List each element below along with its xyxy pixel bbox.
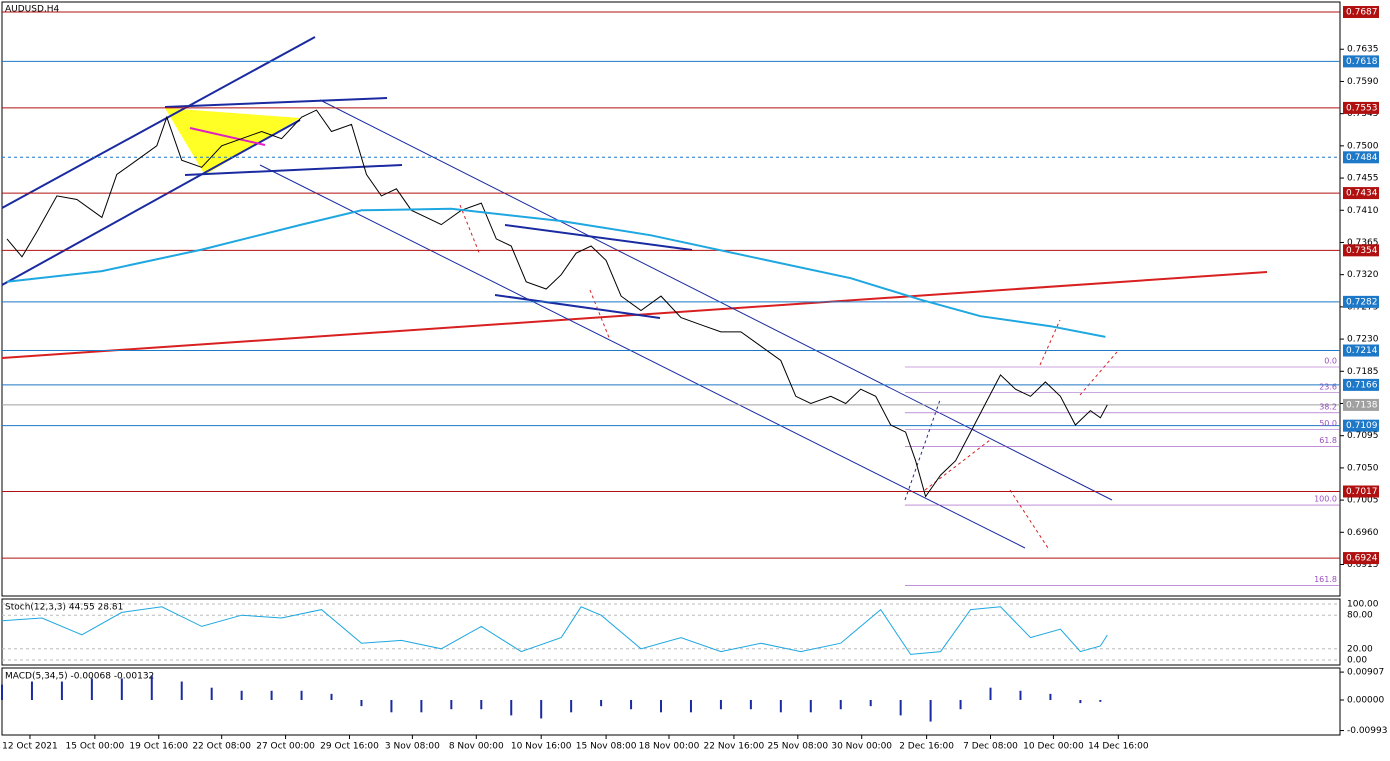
level-label: 0.7354 [1346, 246, 1378, 256]
level-box [1343, 151, 1379, 164]
main-panel [1, 1, 1341, 597]
level-label: 0.7017 [1346, 487, 1378, 497]
fib-label: 161.8 [1314, 575, 1337, 584]
y-tick-label: 0.7095 [1347, 431, 1379, 441]
level-box [1343, 55, 1379, 68]
y-tick-label: 0.7455 [1347, 174, 1379, 184]
stoch-tick-label: 80.00 [1347, 611, 1373, 621]
y-tick-label: 0.7590 [1347, 77, 1379, 87]
level-box [1343, 295, 1379, 308]
x-tick-label: 18 Nov 00:00 [639, 742, 700, 752]
level-label: 0.7434 [1346, 189, 1378, 199]
y-tick-label: 0.7320 [1347, 270, 1379, 280]
drawings [1, 36, 1268, 549]
x-tick-label: 12 Oct 2021 [2, 742, 58, 752]
x-tick-label: 3 Nov 08:00 [385, 742, 440, 752]
x-tick-label: 22 Oct 08:00 [192, 742, 251, 752]
fib-label: 61.8 [1319, 436, 1337, 445]
stoch-tick-label: 0.00 [1347, 656, 1367, 666]
stoch-tick-label: 20.00 [1347, 644, 1373, 654]
x-tick-label: 30 Nov 00:00 [831, 742, 892, 752]
series-line [6, 109, 1108, 498]
y-tick-label: 0.7230 [1347, 335, 1379, 345]
level-box [1343, 6, 1379, 19]
macd-tick-label: 0.00907 [1347, 668, 1384, 678]
x-tick-label: 15 Nov 08:00 [576, 742, 637, 752]
x-tick-label: 15 Oct 00:00 [66, 742, 125, 752]
x-tick-label: 29 Oct 16:00 [320, 742, 379, 752]
level-label: 0.7687 [1346, 8, 1378, 18]
x-tick-label: 14 Dec 16:00 [1088, 742, 1149, 752]
level-label: 0.7166 [1346, 380, 1378, 390]
level-box [1343, 244, 1379, 257]
y-tick-label: 0.6960 [1347, 528, 1379, 538]
x-tick-label: 2 Dec 16:00 [899, 742, 954, 752]
level-label: 0.7484 [1346, 153, 1378, 163]
y-tick-label: 0.7050 [1347, 463, 1379, 473]
macd-tick-label: -0.00993 [1347, 726, 1387, 736]
level-label: 0.6924 [1346, 554, 1378, 564]
fib-label: 50.0 [1319, 419, 1337, 428]
y-tick-label: 0.7005 [1347, 496, 1379, 506]
stoch-panel [1, 598, 1341, 666]
y-tick-label: 0.7185 [1347, 367, 1379, 377]
macd-label: MACD(5,34,5) -0.00068 -0.00132 [5, 672, 154, 682]
level-label: 0.7138 [1346, 400, 1378, 410]
fib-label: 100.0 [1314, 495, 1337, 504]
fib-label: 38.2 [1319, 402, 1337, 411]
level-box [1343, 187, 1379, 200]
stoch-tick-label: 100.00 [1347, 600, 1379, 610]
y-tick-label: 0.7365 [1347, 238, 1379, 248]
y-tick-label: 0.6915 [1347, 560, 1379, 570]
x-tick-label: 7 Dec 08:00 [963, 742, 1018, 752]
macd-tick-label: 0.00000 [1347, 696, 1384, 706]
macd-panel [1, 667, 1341, 736]
level-label: 0.7109 [1346, 421, 1378, 431]
level-box [1343, 419, 1379, 432]
level-label: 0.7214 [1346, 346, 1378, 356]
x-tick-label: 25 Nov 08:00 [767, 742, 828, 752]
stoch-label: Stoch(12,3,3) 44.55 28.81 [5, 603, 123, 613]
fib-label: 23.6 [1319, 382, 1337, 391]
x-tick-label: 19 Oct 16:00 [129, 742, 188, 752]
level-label: 0.7282 [1346, 297, 1378, 307]
y-tick-label: 0.7635 [1347, 45, 1379, 55]
fib-label: 0.0 [1324, 356, 1337, 365]
x-tick-label: 22 Nov 16:00 [704, 742, 765, 752]
level-box [1343, 398, 1379, 411]
level-box [1343, 552, 1379, 565]
series-line [6, 207, 1106, 338]
y-tick-label: 0.7500 [1347, 141, 1379, 151]
y-tick-label: 0.7410 [1347, 206, 1379, 216]
y-tick-label: 0.7545 [1347, 109, 1379, 119]
level-box [1343, 344, 1379, 357]
x-tick-label: 8 Nov 00:00 [449, 742, 504, 752]
level-box [1343, 101, 1379, 114]
x-tick-label: 10 Dec 00:00 [1023, 742, 1084, 752]
level-box [1343, 378, 1379, 391]
x-tick-label: 27 Oct 00:00 [256, 742, 315, 752]
level-label: 0.7618 [1346, 57, 1378, 67]
x-tick-label: 10 Nov 16:00 [511, 742, 572, 752]
chart-title: AUDUSD,H4 [5, 5, 60, 15]
level-box [1343, 485, 1379, 498]
level-label: 0.7553 [1346, 103, 1378, 113]
series-line [1, 606, 1108, 655]
